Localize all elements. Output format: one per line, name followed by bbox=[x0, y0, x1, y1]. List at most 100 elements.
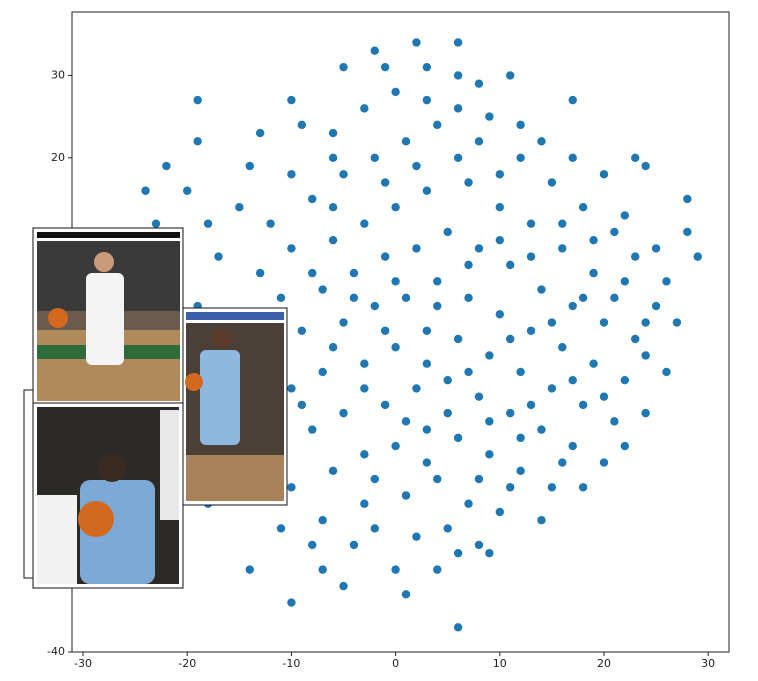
point bbox=[339, 318, 348, 327]
point bbox=[495, 170, 504, 179]
point bbox=[453, 71, 463, 80]
point bbox=[506, 408, 515, 418]
point bbox=[412, 384, 421, 393]
point bbox=[401, 590, 411, 599]
point bbox=[568, 441, 577, 451]
point bbox=[391, 203, 400, 212]
point bbox=[380, 400, 390, 410]
point bbox=[422, 186, 432, 195]
point bbox=[318, 367, 327, 377]
point bbox=[547, 384, 557, 393]
point bbox=[662, 277, 671, 286]
point bbox=[339, 408, 348, 418]
point bbox=[401, 293, 411, 303]
point bbox=[578, 293, 588, 303]
x-tick-label: 20 bbox=[597, 657, 611, 670]
photo-player-body bbox=[86, 273, 124, 365]
point bbox=[422, 458, 432, 467]
point bbox=[328, 203, 338, 212]
point bbox=[266, 219, 275, 228]
point bbox=[360, 450, 369, 459]
point bbox=[328, 235, 338, 245]
point bbox=[349, 293, 359, 303]
point bbox=[547, 178, 557, 187]
point bbox=[349, 268, 359, 278]
point bbox=[537, 285, 546, 294]
point bbox=[641, 351, 650, 360]
point bbox=[370, 46, 379, 55]
point bbox=[662, 367, 671, 377]
point bbox=[526, 219, 536, 228]
point bbox=[287, 244, 296, 253]
point bbox=[380, 252, 390, 261]
point bbox=[370, 153, 379, 162]
point bbox=[610, 417, 619, 426]
point bbox=[380, 178, 390, 187]
point bbox=[485, 450, 494, 459]
point bbox=[631, 252, 640, 261]
x-tick-label: 10 bbox=[493, 657, 507, 670]
point bbox=[422, 425, 432, 434]
point bbox=[318, 516, 327, 525]
point bbox=[360, 384, 369, 393]
point bbox=[464, 260, 473, 270]
point bbox=[578, 483, 588, 492]
point bbox=[610, 227, 619, 237]
point bbox=[464, 367, 473, 377]
photo-player-body bbox=[160, 410, 179, 520]
point bbox=[401, 417, 411, 426]
point bbox=[516, 120, 525, 130]
point bbox=[620, 441, 630, 451]
point bbox=[433, 301, 442, 311]
photo-ball bbox=[48, 308, 68, 328]
point bbox=[318, 285, 327, 294]
point bbox=[412, 244, 421, 253]
point bbox=[360, 219, 369, 228]
point bbox=[651, 244, 661, 253]
point bbox=[433, 120, 442, 130]
point bbox=[339, 62, 348, 72]
point bbox=[162, 161, 171, 171]
point bbox=[433, 277, 442, 286]
point bbox=[568, 375, 577, 385]
point bbox=[141, 186, 150, 195]
point bbox=[433, 565, 442, 574]
point bbox=[391, 87, 400, 97]
point bbox=[401, 137, 411, 146]
point bbox=[558, 219, 567, 228]
point bbox=[516, 433, 525, 443]
point bbox=[495, 203, 504, 212]
point bbox=[443, 375, 452, 385]
point bbox=[453, 623, 463, 632]
thumbnail-edge bbox=[37, 232, 180, 238]
point bbox=[339, 581, 348, 591]
point bbox=[474, 540, 484, 550]
thumbnails bbox=[23, 227, 288, 589]
x-tick-label: -20 bbox=[178, 657, 196, 670]
x-tick-label: 0 bbox=[392, 657, 399, 670]
point bbox=[631, 334, 640, 344]
point bbox=[308, 540, 317, 550]
photo-ball bbox=[185, 373, 203, 391]
point bbox=[401, 491, 411, 500]
point bbox=[641, 161, 650, 171]
point bbox=[287, 384, 296, 393]
point bbox=[599, 318, 609, 327]
point bbox=[443, 227, 452, 237]
point bbox=[391, 277, 400, 286]
point bbox=[474, 137, 484, 146]
point bbox=[683, 227, 692, 237]
plot-area: -30 -20 -10 0 10 20 30 30 20 -40 bbox=[47, 38, 715, 670]
x-tick-label: 30 bbox=[701, 657, 715, 670]
point bbox=[235, 203, 244, 212]
point bbox=[245, 565, 254, 574]
point bbox=[506, 483, 515, 492]
point bbox=[422, 326, 432, 335]
photo-player-body bbox=[37, 495, 77, 584]
point bbox=[318, 565, 327, 574]
point bbox=[641, 408, 650, 418]
point bbox=[495, 235, 504, 245]
point bbox=[547, 318, 557, 327]
point bbox=[558, 458, 567, 467]
